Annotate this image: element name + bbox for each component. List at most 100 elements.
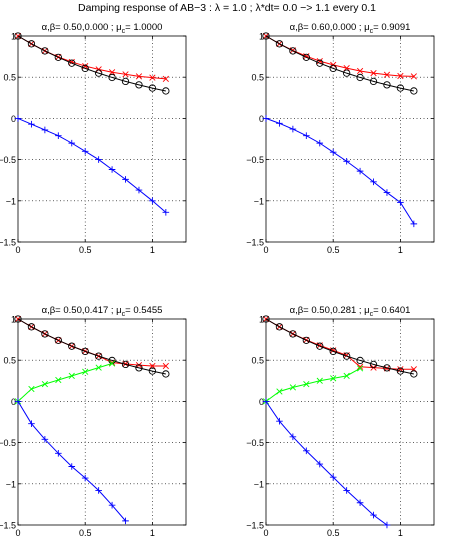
axes-frame — [17, 35, 187, 243]
data-point — [303, 132, 310, 140]
data-point — [262, 315, 270, 323]
data-point — [68, 59, 76, 67]
data-point — [82, 368, 89, 375]
data-point — [14, 315, 22, 323]
data-point — [55, 450, 62, 457]
data-point — [356, 73, 364, 82]
data-point — [55, 376, 62, 384]
data-point — [148, 84, 157, 92]
y-tick-label: −1 — [254, 196, 264, 206]
data-point — [383, 81, 391, 89]
y-tick-label: −1.5 — [246, 238, 264, 248]
data-point — [148, 367, 157, 375]
data-point — [262, 398, 270, 405]
subplot-title-value: = 0.6401 — [373, 305, 410, 316]
subplot-title-subscript: c — [122, 28, 126, 35]
data-point — [54, 336, 62, 344]
data-point — [276, 120, 283, 127]
x-tick-label: 1 — [150, 528, 155, 538]
data-point — [108, 501, 116, 509]
data-point — [54, 53, 62, 61]
x-tick-label: 0 — [15, 528, 20, 538]
data-point — [135, 364, 143, 372]
data-point — [289, 47, 297, 55]
data-point — [383, 364, 391, 372]
data-point — [356, 363, 364, 370]
x-tick-label: 0.5 — [327, 528, 340, 538]
x-tick-label: 0.5 — [327, 245, 340, 255]
series-line — [265, 117, 415, 225]
data-point — [316, 342, 324, 350]
axes-frame — [265, 35, 435, 243]
data-point — [122, 71, 129, 78]
data-point — [55, 132, 62, 140]
series-line — [17, 401, 126, 522]
axes-frame — [265, 318, 435, 526]
data-point — [410, 220, 418, 228]
data-point — [108, 69, 116, 76]
data-point — [330, 375, 337, 382]
data-point — [289, 433, 297, 441]
data-point — [289, 125, 297, 133]
series-line — [17, 318, 166, 375]
y-tick-label: −1 — [6, 196, 16, 206]
y-tick-label: 0.5 — [251, 356, 264, 366]
series-line — [265, 318, 414, 375]
data-point — [162, 75, 169, 82]
data-point — [383, 521, 391, 529]
data-point — [276, 417, 283, 425]
data-point — [356, 365, 364, 372]
data-point — [276, 388, 283, 395]
data-point — [397, 72, 404, 80]
data-point — [343, 65, 350, 72]
data-point — [342, 69, 351, 77]
data-point — [41, 436, 49, 443]
data-point — [81, 64, 89, 73]
data-point — [396, 367, 405, 375]
data-point — [316, 139, 324, 147]
y-tick-label: 1 — [11, 315, 16, 325]
data-point — [95, 156, 102, 163]
data-point — [135, 73, 143, 80]
data-point — [343, 487, 350, 494]
y-tick-label: 0 — [11, 397, 16, 407]
data-point — [262, 115, 270, 122]
data-point — [28, 420, 35, 427]
subplot-2: 0 0.5 1 −1.5 −1 −0.5 0 0.5 1 α,β= 0.60,0.000 ; μc… — [246, 22, 435, 255]
data-point — [329, 148, 337, 156]
data-point — [162, 87, 170, 95]
y-tick-label: −1.5 — [246, 521, 264, 531]
data-point — [370, 69, 377, 77]
data-point — [149, 197, 156, 205]
y-tick-label: 0.5 — [251, 73, 264, 83]
subplot-title-main: α,β= 0.50,0.417 ; μ — [42, 305, 122, 316]
subplot-title: α,β= 0.50,0.417 ; μc= 0.5455 — [42, 305, 163, 318]
data-point — [289, 384, 296, 391]
data-point — [410, 73, 417, 80]
subplot-1: 0 0.5 1 −1.5 −1 −0.5 0 0.5 1 α,β= 0.50,0.000 ; μc… — [0, 22, 187, 255]
data-point — [94, 352, 103, 360]
subplot-title-value: = 1.0000 — [125, 22, 162, 33]
data-point — [410, 370, 418, 378]
y-tick-label: −0.5 — [0, 155, 16, 165]
subplot-title: α,β= 0.50,0.000 ; μc= 1.0000 — [42, 22, 163, 35]
series-line — [17, 35, 166, 80]
subplot-title-main: α,β= 0.50,0.281 ; μ — [290, 305, 370, 316]
data-point — [275, 40, 284, 48]
data-point — [329, 473, 337, 481]
data-point — [68, 372, 75, 379]
data-point — [329, 64, 337, 73]
data-point — [121, 77, 130, 86]
series-line — [265, 368, 361, 402]
data-point — [316, 460, 324, 468]
subplot-4: 0 0.5 1 −1.5 −1 −0.5 0 0.5 1 α,β= 0.50,0.281 ; μc… — [246, 305, 435, 538]
data-point — [370, 511, 377, 519]
data-point — [356, 356, 364, 365]
subplot-title-value: = 0.9091 — [373, 22, 410, 33]
data-point — [95, 364, 102, 371]
series-line — [265, 318, 414, 370]
subplot-title: α,β= 0.60,0.000 ; μc= 0.9091 — [290, 22, 411, 35]
data-point — [303, 380, 310, 388]
data-point — [289, 330, 297, 338]
series-line — [265, 35, 414, 92]
